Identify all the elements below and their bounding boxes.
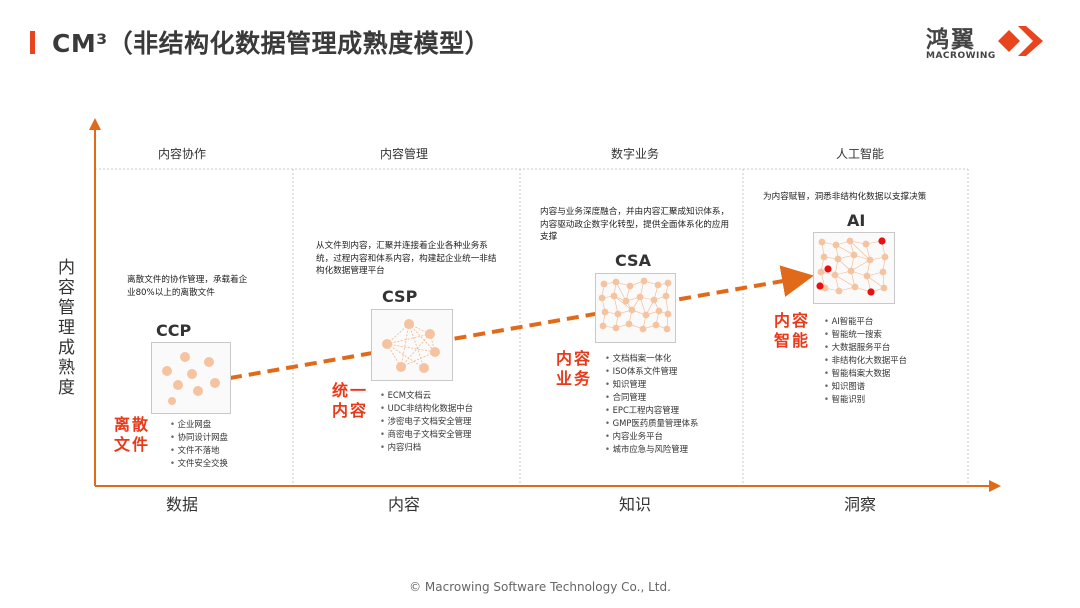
ccp-tag: 离散 文件 [114,415,150,455]
column-head-1: 内容协作 [157,147,206,161]
ccp-tag-line-2: 文件 [114,435,151,454]
list-item: 内容业务平台 [605,430,698,443]
list-item: 文件安全交换 [170,457,228,470]
csa-tag: 内容 业务 [556,349,592,389]
title-accent-bar [30,31,35,54]
ai-tag-line-1: 内容 [774,311,811,330]
logo-text: 鸿翼 [926,27,976,53]
y-axis-label: 内容管理成熟度 [58,258,75,398]
csp-title: CSP [382,287,418,306]
csp-tag-line-1: 统一 [332,381,369,400]
ccp-tag-line-1: 离散 [114,415,151,434]
ai-description: 为内容赋智，洞悉非结构化数据以支撑决策 [763,192,927,202]
list-item: EPC工程内容管理 [605,404,698,417]
csp-network-icon [371,309,453,381]
list-item: UDC非结构化数据中台 [380,402,473,415]
list-item: 知识管理 [605,378,698,391]
ai-title: AI [847,211,866,230]
ai-tag: 内容 智能 [774,311,810,351]
csp-item-list: ECM文档云 UDC非结构化数据中台 涉密电子文档安全管理 商密电子文档安全管理… [380,389,473,454]
csa-description: 内容与业务深度融合，并由内容汇聚成知识体系，内容驱动政企数字化转型，提供全面体系… [540,207,730,242]
csp-description: 从文件到内容，汇聚并连接着企业各种业务系统，过程内容和体系内容，构建起企业统一非… [316,241,497,276]
csp-tag-line-2: 内容 [332,401,369,420]
csa-tag-line-2: 业务 [556,369,593,388]
csa-item-list: 文档档案一体化 ISO体系文件管理 知识管理 合同管理 EPC工程内容管理 GM… [605,352,699,456]
list-item: ISO体系文件管理 [605,365,698,378]
column-head-3: 数字业务 [610,147,659,161]
list-item: 智能识别 [824,393,907,406]
list-item: 内容归档 [380,441,473,454]
list-item: 非结构化大数据平台 [824,354,907,367]
list-item: 智能档案大数据 [824,367,907,380]
column-foot-4: 洞察 [843,495,876,514]
ai-network-icon [813,232,895,304]
csa-network-icon [595,273,676,343]
list-item: AI智能平台 [824,315,907,328]
list-item: 文件不落地 [170,444,228,457]
column-head-2: 内容管理 [379,147,428,161]
column-foot-3: 知识 [618,495,651,514]
logo-subtext: MACROWING [926,51,996,61]
list-item: 城市应急与风险管理 [605,443,698,456]
csp-tag: 统一 内容 [332,381,368,421]
column-foot-1: 数据 [165,495,198,514]
copyright-footer: © Macrowing Software Technology Co., Ltd… [409,580,671,594]
column-head-4: 人工智能 [835,147,884,161]
list-item: 企业网盘 [170,418,228,431]
list-item: 涉密电子文档安全管理 [380,415,473,428]
column-foot-2: 内容 [387,495,420,514]
list-item: 智能统一搜索 [824,328,907,341]
logo-mark-icon [998,26,1043,56]
list-item: 协同设计网盘 [170,431,228,444]
list-item: 大数据服务平台 [824,341,907,354]
ccp-title: CCP [156,321,192,340]
list-item: GMP医药质量管理体系 [605,417,699,430]
ai-item-list: AI智能平台 智能统一搜索 大数据服务平台 非结构化大数据平台 智能档案大数据 … [824,315,907,406]
csa-title: CSA [615,251,651,270]
list-item: 文档档案一体化 [605,352,698,365]
list-item: 知识图谱 [824,380,907,393]
list-item: 商密电子文档安全管理 [380,428,473,441]
page-title: CM³（非结构化数据管理成熟度模型） [52,29,491,58]
ai-tag-line-2: 智能 [774,331,811,350]
list-item: 合同管理 [605,391,698,404]
list-item: ECM文档云 [380,389,473,402]
ccp-network-icon [151,342,231,414]
ccp-item-list: 企业网盘 协同设计网盘 文件不落地 文件安全交换 [170,418,228,470]
ccp-description: 离散文件的协作管理，承载着企业80%以上的离散文件 [127,275,248,298]
csa-tag-line-1: 内容 [556,349,593,368]
